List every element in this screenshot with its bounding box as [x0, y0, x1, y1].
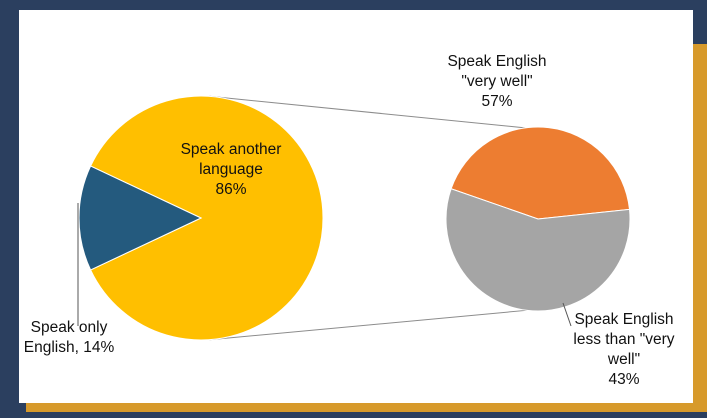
- pie-slice-english-only: [78, 165, 203, 271]
- pie-slice-less-than-very-well: [445, 188, 631, 312]
- label-less-than-very-well: Speak English less than "very well" 43%: [573, 311, 674, 388]
- label-very-well: Speak English "very well" 57%: [447, 53, 546, 110]
- pie-of-pie-chart: Speak another language 86% Speak only Englis…: [24, 53, 675, 388]
- pie-slice-very-well: [450, 126, 631, 220]
- label-english-only: Speak only English, 14%: [24, 319, 115, 356]
- connector-line-bottom: [209, 309, 527, 341]
- connector-line-top: [209, 95, 526, 129]
- pie-slice-another-language: [89, 95, 324, 341]
- leader-line-less-than-very-well: [562, 302, 572, 327]
- chart-panel: Speak another language 86% Speak only Englis…: [19, 10, 693, 403]
- label-another-language: Speak another language 86%: [181, 141, 282, 198]
